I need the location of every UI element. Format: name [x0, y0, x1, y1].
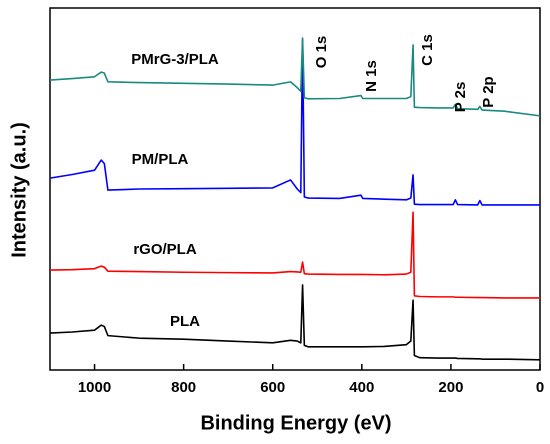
- peak-label: P 2s: [452, 82, 469, 113]
- peak-label: N 1s: [363, 60, 380, 92]
- y-axis-label: Intensity (a.u.): [8, 122, 30, 258]
- x-tick-label: 400: [349, 379, 374, 396]
- x-axis-label: Binding Energy (eV): [200, 412, 391, 434]
- x-tick-label: 200: [438, 379, 463, 396]
- series-label: PMrG-3/PLA: [131, 51, 219, 68]
- spectrum-line: [49, 37, 541, 117]
- spectrum-line: [49, 211, 540, 299]
- x-tick-label: 1000: [78, 379, 111, 396]
- peak-label: P 2p: [480, 76, 497, 107]
- x-tick-label: 800: [171, 379, 196, 396]
- x-tick-label: 0: [536, 379, 544, 396]
- spectrum-line: [49, 39, 540, 206]
- x-tick-label: 600: [260, 379, 285, 396]
- plot-frame: [49, 7, 541, 371]
- series-label: PM/PLA: [132, 151, 189, 168]
- peak-label: C 1s: [419, 34, 436, 66]
- spectrum-line: [49, 284, 541, 361]
- series-label: PLA: [170, 313, 200, 330]
- series-label: rGO/PLA: [133, 241, 197, 258]
- peak-label: O 1s: [313, 36, 330, 69]
